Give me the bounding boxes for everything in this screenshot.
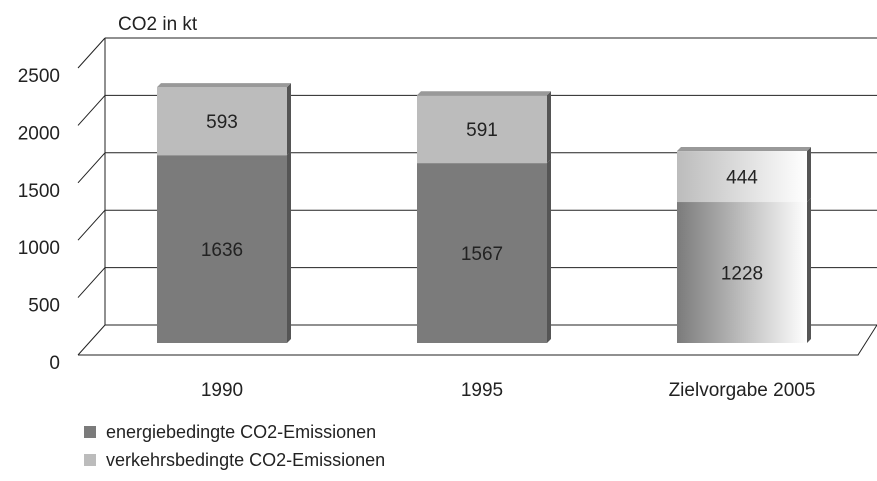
bar-top (677, 147, 811, 152)
data-label: 444 (726, 168, 758, 189)
wall-tick (77, 37, 106, 69)
legend-swatch (84, 454, 96, 466)
data-label: 591 (466, 120, 498, 141)
y-tick-label: 0 (49, 353, 60, 374)
bar-segment (157, 155, 287, 343)
y-axis-label: CO2 in kt (118, 14, 198, 35)
bar-side (807, 198, 811, 343)
data-label: 1567 (461, 244, 503, 265)
bar-segment (677, 151, 807, 203)
legend-label: verkehrsbedingte CO2-Emissionen (106, 450, 385, 470)
bar-segment (157, 87, 287, 156)
x-tick-label: 1990 (201, 380, 243, 401)
bar-side (547, 91, 551, 164)
bar-segment (417, 95, 547, 164)
wall-tick (77, 95, 106, 126)
bar-segment (417, 163, 547, 343)
wall-tick (77, 152, 106, 184)
data-label: 593 (206, 112, 238, 133)
data-label: 1636 (201, 240, 243, 261)
data-label: 1228 (721, 264, 763, 285)
bar-segment (677, 202, 807, 343)
bar-side (287, 83, 291, 156)
y-tick-label: 2000 (18, 123, 60, 144)
bar-top (417, 91, 551, 96)
legend-label: energiebedingte CO2-Emissionen (106, 422, 376, 442)
bar-side (547, 159, 551, 343)
x-tick-label: Zielvorgabe 2005 (669, 380, 816, 401)
bar-side (807, 147, 811, 203)
legend-swatch (84, 426, 96, 438)
wall-tick (77, 267, 106, 298)
y-tick-label: 1000 (18, 238, 60, 259)
y-tick-label: 500 (28, 296, 60, 317)
bar-side (287, 151, 291, 343)
y-tick-label: 2500 (18, 66, 60, 87)
bar-top (157, 83, 291, 88)
wall-tick (77, 209, 106, 241)
x-tick-label: 1995 (461, 380, 503, 401)
y-tick-label: 1500 (18, 181, 60, 202)
floor (78, 324, 877, 356)
wall-tick (77, 324, 106, 356)
